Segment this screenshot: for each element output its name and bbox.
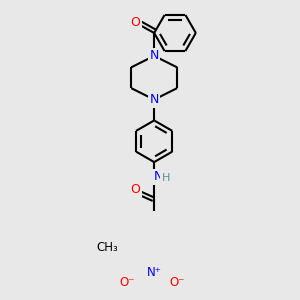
Text: N: N: [149, 93, 159, 106]
Text: O⁻: O⁻: [119, 276, 134, 290]
Text: O⁻: O⁻: [170, 276, 185, 290]
Text: O: O: [130, 183, 140, 196]
Text: N⁺: N⁺: [147, 266, 162, 279]
Text: O: O: [130, 16, 140, 29]
Text: H: H: [161, 173, 170, 183]
Text: N: N: [154, 170, 163, 183]
Text: CH₃: CH₃: [97, 241, 119, 254]
Text: N: N: [149, 50, 159, 62]
